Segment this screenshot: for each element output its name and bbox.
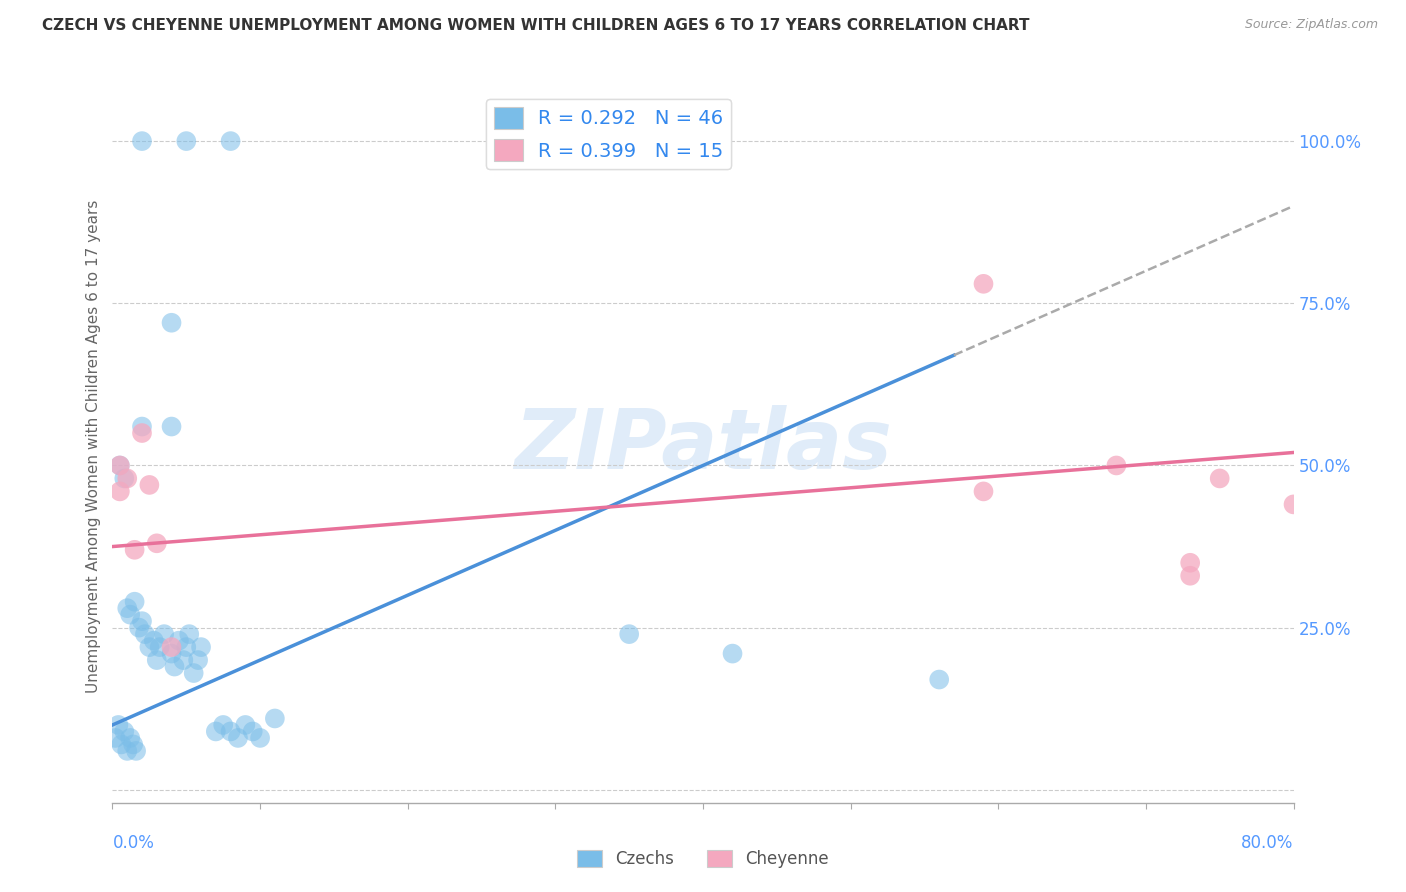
Point (131, 134, 153, 148)
Point (112, 724, 135, 739)
Point (117, 601, 138, 615)
Point (153, 627, 176, 641)
Point (619, 627, 641, 641)
Point (264, 711, 287, 725)
Point (120, 731, 142, 745)
Point (112, 471, 135, 485)
Point (721, 647, 744, 661)
Point (233, 718, 256, 732)
Point (928, 673, 950, 687)
Point (187, 653, 209, 667)
Point (120, 607, 142, 622)
Point (1208, 471, 1232, 485)
Point (108, 484, 131, 499)
Point (122, 738, 145, 752)
Point (219, 134, 242, 148)
Point (149, 640, 172, 654)
Point (131, 614, 153, 628)
Point (110, 738, 132, 752)
Point (174, 134, 197, 148)
Point (138, 640, 160, 654)
Point (163, 659, 186, 673)
Point (160, 647, 183, 661)
Point (167, 633, 190, 648)
Point (146, 653, 169, 667)
Point (146, 536, 169, 550)
Point (249, 731, 271, 745)
Text: 80.0%: 80.0% (1241, 834, 1294, 852)
Point (134, 627, 156, 641)
Y-axis label: Unemployment Among Women with Children Ages 6 to 17 years: Unemployment Among Women with Children A… (86, 199, 101, 693)
Point (107, 718, 129, 732)
Legend: R = 0.292   N = 46, R = 0.399   N = 15: R = 0.292 N = 46, R = 0.399 N = 15 (485, 99, 731, 169)
Point (219, 724, 242, 739)
Text: Source: ZipAtlas.com: Source: ZipAtlas.com (1244, 18, 1378, 31)
Point (1105, 458, 1128, 473)
Point (174, 640, 197, 654)
Legend: Czechs, Cheyenne: Czechs, Cheyenne (569, 843, 837, 875)
Text: CZECH VS CHEYENNE UNEMPLOYMENT AMONG WOMEN WITH CHILDREN AGES 6 TO 17 YEARS CORR: CZECH VS CHEYENNE UNEMPLOYMENT AMONG WOM… (42, 18, 1029, 33)
Point (212, 718, 235, 732)
Point (125, 744, 148, 758)
Point (131, 419, 153, 434)
Point (973, 484, 995, 499)
Point (160, 640, 183, 654)
Point (179, 627, 201, 641)
Point (104, 731, 127, 745)
Point (160, 316, 183, 330)
Point (1178, 556, 1201, 570)
Point (205, 724, 228, 739)
Point (142, 633, 165, 648)
Point (117, 471, 138, 485)
Point (172, 653, 194, 667)
Point (226, 731, 249, 745)
Point (108, 458, 131, 473)
Point (1282, 497, 1305, 511)
Point (190, 640, 212, 654)
Point (124, 542, 146, 557)
Point (108, 458, 131, 473)
Point (117, 744, 138, 758)
Point (183, 666, 205, 681)
Point (131, 425, 153, 440)
Point (973, 277, 995, 291)
Point (242, 724, 264, 739)
Point (128, 621, 150, 635)
Text: 0.0%: 0.0% (112, 834, 155, 852)
Text: ZIPatlas: ZIPatlas (515, 406, 891, 486)
Point (160, 419, 183, 434)
Point (1178, 568, 1201, 582)
Point (138, 478, 160, 492)
Point (124, 595, 146, 609)
